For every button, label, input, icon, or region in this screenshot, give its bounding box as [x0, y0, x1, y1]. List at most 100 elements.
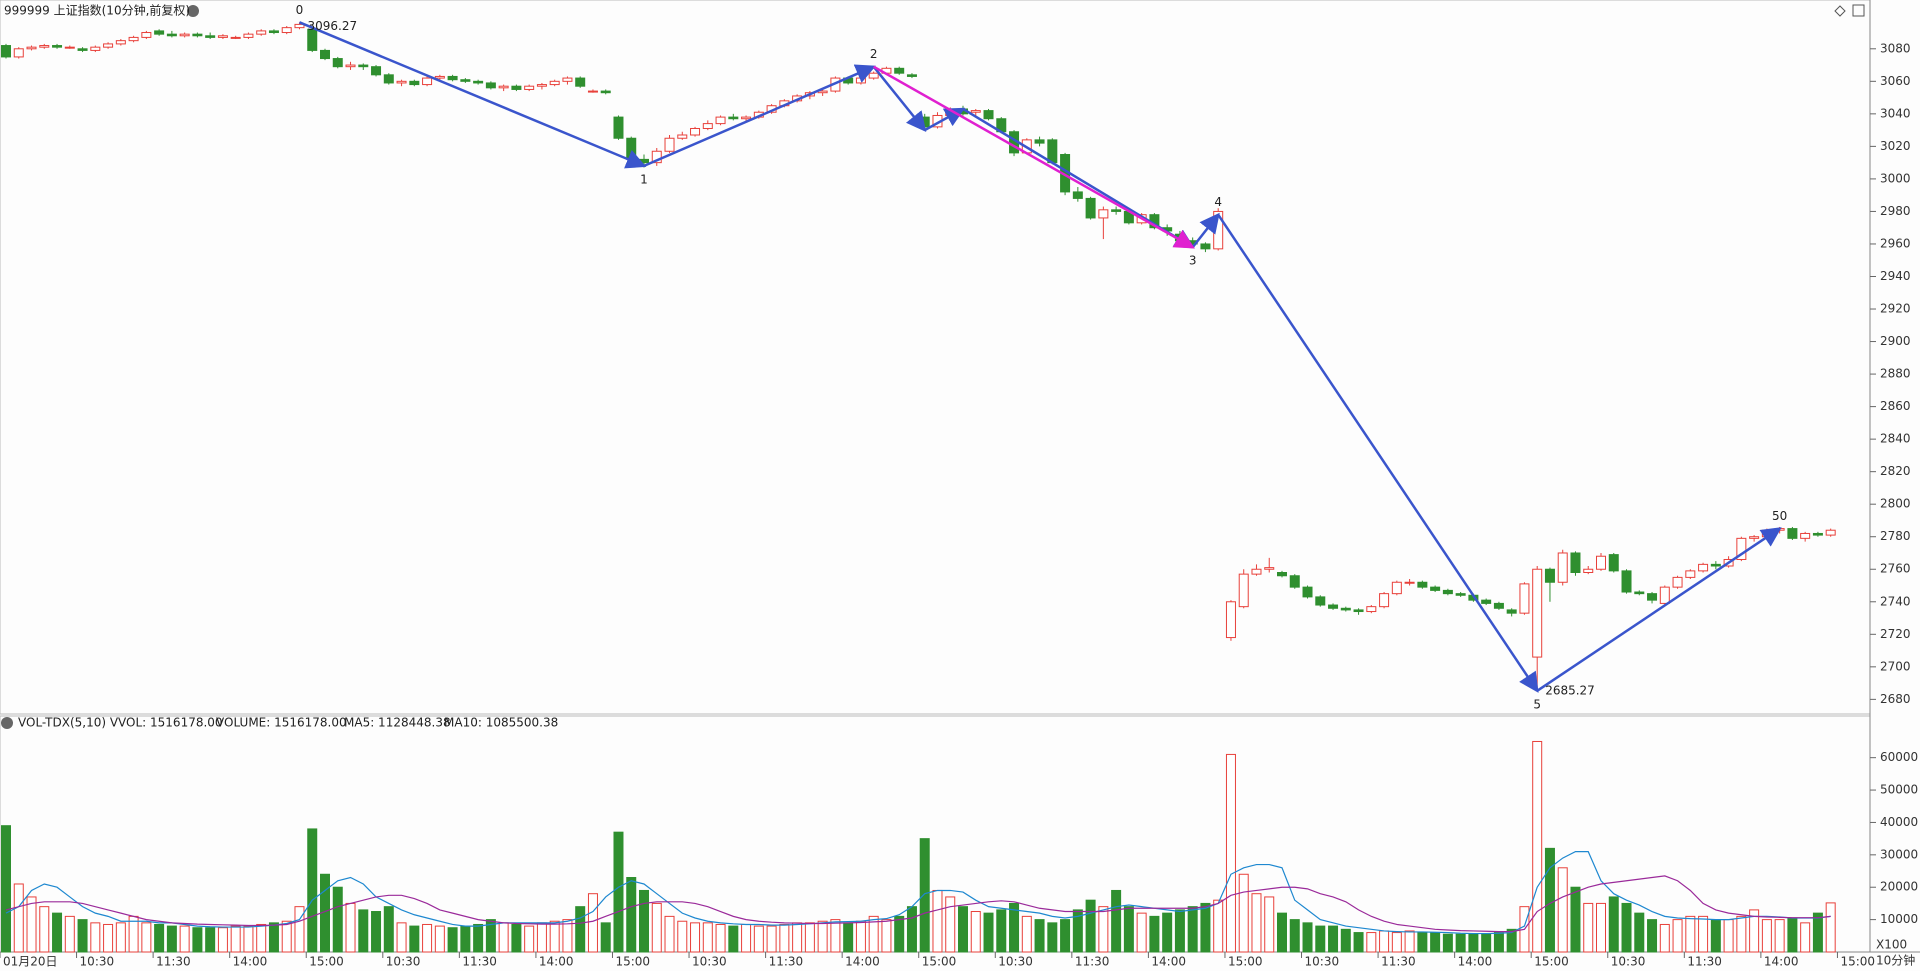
- wave-label: 5: [1533, 697, 1541, 711]
- x-tick-label: 15:00: [1228, 955, 1263, 969]
- x-tick-label: 10:30: [386, 955, 421, 969]
- candle-body: [358, 64, 369, 68]
- volume-bar: [1481, 933, 1492, 953]
- volume-bar: [1404, 930, 1415, 953]
- candle-body: [90, 46, 101, 51]
- volume-bar: [639, 889, 649, 953]
- candle-body: [1596, 555, 1606, 570]
- volume-bar: [1634, 912, 1645, 953]
- volume-bar: [1774, 919, 1785, 953]
- volume-bar: [1800, 922, 1811, 953]
- volume-bar: [741, 923, 752, 953]
- volume-bar: [64, 915, 75, 953]
- y-tick-label: 2700: [1880, 659, 1911, 673]
- ma5-label: MA5: 1128448.38: [344, 716, 451, 730]
- x-tick-label: 11:30: [1381, 955, 1416, 969]
- volume-bar: [868, 915, 879, 953]
- volume-bar: [677, 920, 688, 953]
- y-tick-label: 2680: [1880, 692, 1911, 706]
- wave-segment: [1191, 212, 1220, 248]
- volume-bar: [562, 919, 573, 953]
- volume-bar: [1544, 847, 1555, 953]
- candle-body: [1583, 568, 1594, 574]
- volume-bar: [1, 825, 11, 953]
- volume-bar: [1532, 740, 1543, 953]
- volume-bar: [1570, 886, 1581, 953]
- candle-body: [1111, 209, 1122, 212]
- candle-body: [511, 85, 522, 90]
- y-tick-label: 3080: [1880, 41, 1911, 55]
- menu-icon[interactable]: [1, 717, 13, 729]
- volume-bar: [690, 922, 701, 953]
- y-tick-label: 3040: [1880, 106, 1911, 120]
- candle-body: [77, 48, 88, 51]
- volume-bar: [1468, 933, 1479, 953]
- wave-label: 0: [296, 3, 304, 17]
- volume-bar: [600, 922, 611, 953]
- wave-segment: [872, 65, 927, 133]
- candle-body: [906, 74, 917, 77]
- candle-body: [1570, 552, 1581, 574]
- volume-bar: [1723, 919, 1734, 953]
- candle-body: [1519, 583, 1530, 614]
- x-tick-label: 11:30: [1075, 955, 1110, 969]
- diamond-icon[interactable]: [1834, 5, 1846, 17]
- x-tick-label: 01月20日: [3, 955, 58, 969]
- candle-body: [1659, 586, 1670, 604]
- volume-bar: [1251, 893, 1262, 953]
- candle-body: [243, 33, 254, 38]
- candle-body: [307, 28, 318, 51]
- volume-bar: [1710, 919, 1721, 953]
- candle-body: [1685, 570, 1696, 578]
- candle-body: [1430, 586, 1441, 591]
- candle-body: [473, 80, 484, 84]
- volume-bar: [524, 925, 535, 953]
- volume-bar: [728, 925, 739, 953]
- candle-body: [1404, 581, 1415, 584]
- volume-bar: [1302, 922, 1313, 953]
- candle-body: [383, 74, 394, 84]
- candle-body: [1481, 599, 1492, 604]
- y-tick-label: 2980: [1880, 204, 1911, 218]
- candle-body: [1506, 609, 1517, 614]
- y-tick-label: 2940: [1880, 269, 1911, 283]
- candle-body: [154, 30, 165, 35]
- volume-bar: [358, 909, 369, 953]
- y-tick-label: 60000: [1880, 750, 1918, 764]
- candle-body: [1787, 528, 1798, 539]
- volume-bar: [906, 906, 917, 953]
- candle-body: [52, 45, 63, 48]
- y-tick-label: 3060: [1880, 74, 1911, 88]
- volume-bar: [881, 919, 892, 953]
- candle-body: [26, 46, 37, 50]
- period-label[interactable]: 10分钟: [1876, 953, 1915, 968]
- candle-body: [217, 35, 228, 38]
- volume-bar: [1608, 896, 1619, 953]
- y-tick-label: 20000: [1880, 880, 1918, 894]
- x-tick-label: 14:00: [1764, 955, 1799, 969]
- volume-bar: [1812, 912, 1823, 953]
- candle-body: [1328, 604, 1339, 609]
- candle-body: [1353, 609, 1364, 613]
- volume-bar: [1111, 889, 1122, 953]
- candle-body: [1251, 568, 1262, 575]
- volume-bar: [1698, 915, 1709, 953]
- y-tick-label: 40000: [1880, 815, 1918, 829]
- menu-icon[interactable]: [187, 5, 199, 17]
- x-tick-label: 14:00: [539, 955, 574, 969]
- candle-body: [1379, 593, 1390, 608]
- volume-bar: [1430, 932, 1441, 953]
- candle-body: [1302, 586, 1313, 598]
- wave-label: 50: [1772, 509, 1787, 523]
- candle-body: [1, 45, 11, 58]
- y-tick-label: 2800: [1880, 497, 1911, 511]
- panel-icon[interactable]: [1852, 4, 1865, 17]
- y-tick-label: 2780: [1880, 529, 1911, 543]
- candle-body: [1812, 532, 1823, 536]
- candle-body: [741, 116, 752, 120]
- volume-bar: [1123, 906, 1134, 953]
- volume-bar: [1340, 928, 1351, 953]
- volume-bar: [1136, 912, 1147, 953]
- volume-bar: [792, 922, 803, 953]
